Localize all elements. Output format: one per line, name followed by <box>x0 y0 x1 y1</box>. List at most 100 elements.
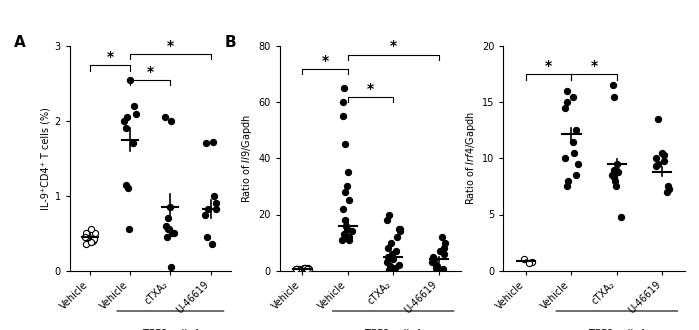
Text: *: * <box>167 39 174 52</box>
Point <box>209 193 220 198</box>
Point <box>657 150 668 155</box>
Point <box>427 259 438 265</box>
Point <box>387 257 398 262</box>
Point <box>127 141 138 146</box>
Point <box>303 266 314 271</box>
Point <box>606 173 617 178</box>
Point <box>652 161 663 167</box>
Point <box>388 267 399 272</box>
Text: *: * <box>545 59 552 73</box>
Point <box>519 257 530 262</box>
Point <box>162 227 173 232</box>
Point <box>336 237 347 242</box>
Point <box>430 265 441 271</box>
Y-axis label: Ratio of $\mathit{Irf4}$/Gapdh: Ratio of $\mathit{Irf4}$/Gapdh <box>463 112 477 205</box>
Point <box>200 141 211 146</box>
Point <box>343 234 354 240</box>
Point <box>168 231 180 236</box>
Point <box>387 251 398 256</box>
Point <box>346 229 357 234</box>
Point <box>121 182 132 187</box>
Point <box>210 207 222 212</box>
Point <box>560 105 571 111</box>
Point <box>431 267 442 272</box>
Point <box>661 189 672 195</box>
Point <box>300 265 311 271</box>
Point <box>121 126 132 131</box>
Point <box>300 265 311 271</box>
Point <box>298 266 309 271</box>
Point <box>651 156 662 161</box>
Point <box>80 242 92 247</box>
Text: *: * <box>106 50 114 64</box>
Text: B: B <box>225 35 237 50</box>
Point <box>388 267 399 272</box>
Point <box>559 156 570 161</box>
Point <box>291 267 302 272</box>
Point <box>663 184 674 189</box>
Point <box>302 266 313 272</box>
Point <box>200 212 211 217</box>
Point <box>295 267 306 272</box>
Point <box>166 231 178 236</box>
Point <box>339 217 350 223</box>
Point <box>342 226 353 231</box>
Point <box>201 234 212 240</box>
Point <box>87 238 99 243</box>
Point <box>610 178 621 183</box>
Point <box>340 223 352 228</box>
Point <box>159 115 171 120</box>
Point <box>165 264 176 270</box>
Point <box>390 265 401 271</box>
Point <box>164 204 175 210</box>
Point <box>124 227 135 232</box>
Text: *: * <box>147 65 154 79</box>
Point <box>80 231 92 236</box>
Point <box>298 266 309 272</box>
Point <box>526 259 538 264</box>
Point <box>121 115 132 120</box>
Point <box>90 231 101 236</box>
Point <box>429 257 440 262</box>
Point <box>292 267 303 272</box>
Point <box>609 94 620 99</box>
Point <box>384 264 396 269</box>
Text: TGFβ + IL-4: TGFβ + IL-4 <box>142 329 199 330</box>
Point <box>613 169 624 175</box>
Point <box>438 246 449 251</box>
Point <box>301 266 312 272</box>
Point <box>161 234 173 240</box>
Point <box>292 266 303 271</box>
Point <box>85 227 96 232</box>
Text: *: * <box>367 82 374 96</box>
Point <box>341 184 352 189</box>
Point <box>611 184 622 189</box>
Point <box>658 158 670 163</box>
Point <box>561 88 572 94</box>
Point <box>567 94 578 99</box>
Point <box>161 223 172 228</box>
Point <box>570 173 582 178</box>
Point <box>85 240 96 245</box>
Point <box>383 212 394 217</box>
Point <box>524 260 535 265</box>
Point <box>125 77 136 82</box>
Point <box>339 189 350 195</box>
Point <box>207 139 218 145</box>
Point <box>206 242 217 247</box>
Point <box>381 259 392 265</box>
Point <box>439 251 450 256</box>
Point <box>607 83 618 88</box>
Point <box>129 103 140 109</box>
Point <box>303 267 315 272</box>
Text: *: * <box>389 40 397 53</box>
Point <box>382 254 394 259</box>
Point <box>79 234 90 240</box>
Y-axis label: Ratio of $\mathit{Il9}$/Gapdh: Ratio of $\mathit{Il9}$/Gapdh <box>240 114 254 203</box>
Point <box>163 227 174 232</box>
Point <box>653 116 664 122</box>
Point <box>203 207 214 212</box>
Point <box>394 226 405 231</box>
Point <box>651 164 662 169</box>
Point <box>83 234 94 240</box>
